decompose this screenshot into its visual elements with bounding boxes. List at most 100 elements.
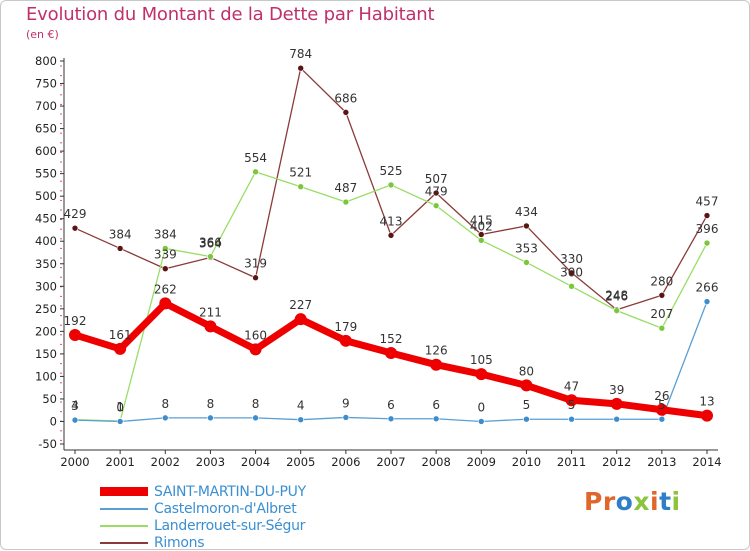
data-label: 47 — [564, 379, 579, 393]
data-label: 192 — [64, 314, 87, 328]
data-label: 126 — [425, 344, 448, 358]
legend-label: Landerrouet-sur-Ségur — [154, 517, 306, 534]
data-label: 280 — [650, 274, 673, 288]
data-label: 434 — [515, 205, 538, 219]
data-point — [658, 324, 666, 332]
logo-letter: P — [584, 487, 603, 516]
data-label: 330 — [560, 252, 583, 266]
y-tick-label: 550 — [35, 167, 57, 181]
data-label: 300 — [560, 265, 583, 279]
data-label: 1 — [116, 400, 124, 414]
data-point — [387, 181, 395, 189]
data-point — [432, 202, 440, 209]
x-tick-label: 2013 — [647, 455, 676, 469]
y-tick-label: 250 — [35, 302, 57, 316]
data-label: 6 — [387, 398, 395, 412]
data-point — [387, 415, 395, 423]
data-point — [342, 414, 350, 421]
data-point — [339, 334, 352, 347]
data-point — [116, 245, 124, 252]
y-tick-label: 650 — [35, 122, 57, 136]
logo-letter: o — [615, 487, 634, 516]
data-label: 0 — [477, 400, 485, 414]
data-label: 5 — [568, 398, 576, 412]
y-tick-label: 50 — [42, 392, 57, 406]
logo-letter: x — [633, 487, 650, 516]
y-tick-label: 750 — [35, 77, 57, 91]
data-label: 402 — [470, 219, 493, 233]
data-point — [703, 212, 711, 219]
x-tick-label: 2006 — [331, 455, 360, 469]
x-tick-label: 2007 — [376, 455, 405, 469]
y-tick-label: 350 — [35, 257, 57, 271]
data-point — [252, 414, 259, 422]
y-tick-label: 500 — [35, 189, 57, 203]
data-label: 396 — [696, 222, 719, 236]
data-label: 457 — [696, 195, 719, 209]
data-point — [116, 418, 124, 425]
data-point — [387, 232, 395, 239]
data-point — [207, 253, 214, 260]
data-point — [568, 269, 575, 277]
data-point — [477, 418, 485, 425]
data-point — [658, 415, 666, 423]
legend-swatch — [100, 541, 148, 544]
data-label: 0 — [116, 400, 124, 414]
data-label: 39 — [609, 383, 624, 397]
data-point — [523, 222, 530, 230]
data-point — [71, 416, 79, 424]
data-point — [385, 346, 397, 359]
data-point — [252, 274, 259, 282]
data-point — [430, 358, 443, 371]
data-point — [703, 298, 711, 305]
y-tick-label: 700 — [35, 99, 57, 113]
data-label: 5 — [658, 398, 666, 412]
chart-title: Evolution du Montant de la Dette par Hab… — [26, 4, 435, 25]
x-tick-label: 2011 — [557, 455, 586, 469]
x-tick-label: 2003 — [196, 455, 225, 469]
data-point — [477, 237, 485, 244]
legend-item: Rimons — [100, 534, 306, 551]
legend-label: Castelmoron-d'Albret — [154, 500, 297, 517]
series-line — [74, 67, 708, 311]
data-point — [161, 265, 169, 273]
data-label: 686 — [334, 91, 357, 105]
data-label: 13 — [699, 395, 714, 409]
data-point — [297, 183, 305, 191]
legend: SAINT-MARTIN-DU-PUY Castelmoron-d'Albret L… — [100, 483, 306, 551]
logo-letter: t — [659, 487, 672, 516]
data-point — [69, 328, 81, 341]
data-label: 179 — [334, 320, 357, 334]
data-label: 507 — [425, 172, 448, 186]
data-point — [161, 245, 169, 252]
legend-label: Rimons — [154, 534, 205, 551]
data-label: 8 — [207, 397, 215, 411]
data-point — [297, 64, 305, 72]
legend-item: Landerrouet-sur-Ségur — [100, 517, 306, 534]
data-label: 211 — [199, 305, 222, 319]
data-label: 487 — [334, 181, 357, 195]
data-point — [475, 368, 488, 381]
logo-letter: i — [650, 487, 660, 516]
data-point — [161, 414, 169, 422]
data-point — [568, 282, 575, 290]
data-label: 413 — [380, 214, 403, 228]
data-label: 248 — [605, 289, 628, 303]
x-tick-label: 2005 — [286, 455, 315, 469]
data-label: 4 — [297, 399, 305, 413]
data-label: 161 — [109, 328, 132, 342]
logo-letter: i — [671, 487, 681, 516]
data-label: 554 — [244, 151, 267, 165]
data-point — [610, 397, 623, 410]
y-tick-label: 150 — [35, 347, 57, 361]
data-label: 246 — [605, 290, 628, 304]
legend-item: SAINT-MARTIN-DU-PUY — [100, 483, 306, 500]
data-label: 6 — [432, 398, 440, 412]
y-tick-label: 300 — [35, 279, 57, 293]
data-label: 429 — [64, 207, 87, 221]
data-point — [207, 414, 214, 422]
data-label: 353 — [515, 241, 538, 255]
data-label: 784 — [289, 47, 312, 61]
